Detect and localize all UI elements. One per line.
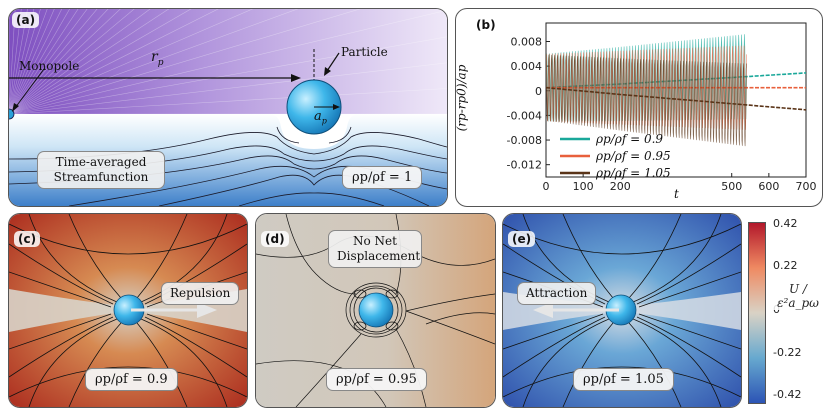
colorbar-tick-top: 0.42 xyxy=(773,217,798,230)
x-tick-label: 100 xyxy=(573,180,594,193)
r-p-subscript: p xyxy=(157,57,164,68)
panel-d-density-ratio: ρp/ρf = 0.95 xyxy=(326,368,427,391)
no-net-displacement-tag: No Net Displacement xyxy=(328,230,422,268)
panel-e-label: (e) xyxy=(508,231,536,247)
panel-a-density-ratio: ρp/ρf = 1 xyxy=(342,166,423,189)
x-tick-label: 600 xyxy=(758,180,779,193)
r-p-label: rp xyxy=(151,49,163,68)
r-p-symbol: r xyxy=(151,49,158,65)
panel-a-label: (a) xyxy=(12,12,40,28)
legend-entry-2: ρp/ρf = 1.05 xyxy=(595,166,671,180)
y-tick-label: 0.004 xyxy=(511,60,543,73)
legend-entry-1: ρp/ρf = 0.95 xyxy=(595,149,671,163)
colorbar-tick-upper: 0.22 xyxy=(773,259,798,272)
series-oscillation-1 xyxy=(546,45,747,130)
colorbar xyxy=(748,222,766,404)
repulsion-tag: Repulsion xyxy=(161,282,240,305)
x-tick-label: 500 xyxy=(721,180,742,193)
panel-d: (d) No Net Displacement ρp/ρf = 0.95 xyxy=(255,213,496,408)
y-tick-label: 0.008 xyxy=(511,35,543,48)
series-mean-line-2 xyxy=(545,86,807,111)
streamfunction-tag: Time-averaged Streamfunction xyxy=(37,151,165,189)
chart-x-axis-label: t xyxy=(674,187,679,201)
legend-entry-0: ρp/ρf = 0.9 xyxy=(595,132,663,146)
y-tick-label: 0 xyxy=(535,85,542,98)
panel-c-label: (c) xyxy=(14,231,41,247)
monopole-label: Monopole xyxy=(19,59,80,73)
a-p-label: ap xyxy=(314,109,327,126)
x-tick-label: 0 xyxy=(543,180,550,193)
panel-b: 0 100 200 500 600 700 0.008 0.004 0 -0.004 -0.008 -… xyxy=(455,8,823,207)
particle-label: Particle xyxy=(341,45,388,59)
chart-y-axis-label: (rp-rp0)/ap xyxy=(455,64,469,132)
colorbar-tick-bottom: -0.42 xyxy=(773,388,802,401)
y-tick-label: -0.008 xyxy=(507,134,542,147)
panel-c-density-ratio: ρp/ρf = 0.9 xyxy=(85,368,178,391)
panel-d-label: (d) xyxy=(261,231,289,247)
y-tick-label: -0.012 xyxy=(507,159,542,172)
displacement-chart: 0 100 200 500 600 700 0.008 0.004 0 -0.004 -0.008 -… xyxy=(507,22,817,193)
colorbar-title: U / ε²a_pω xyxy=(768,282,828,310)
panel-a: (a) rp Particle Monopole ap Time-average… xyxy=(8,8,448,207)
panel-b-label: (b) xyxy=(472,17,500,33)
series-oscillation-2 xyxy=(546,54,747,147)
x-tick-label: 200 xyxy=(610,180,631,193)
colorbar-tick-lower: -0.22 xyxy=(773,346,802,359)
panel-e-density-ratio: ρp/ρf = 1.05 xyxy=(573,368,674,391)
panel-e: (e) Attraction ρp/ρf = 1.05 xyxy=(502,213,742,408)
y-tick-label: -0.004 xyxy=(507,109,542,122)
a-p-symbol: a xyxy=(314,109,322,124)
a-p-subscript: p xyxy=(321,116,327,126)
panel-c: (c) Repulsion ρp/ρf = 0.9 xyxy=(8,213,248,408)
attraction-tag: Attraction xyxy=(517,282,597,305)
x-tick-label: 700 xyxy=(796,180,817,193)
